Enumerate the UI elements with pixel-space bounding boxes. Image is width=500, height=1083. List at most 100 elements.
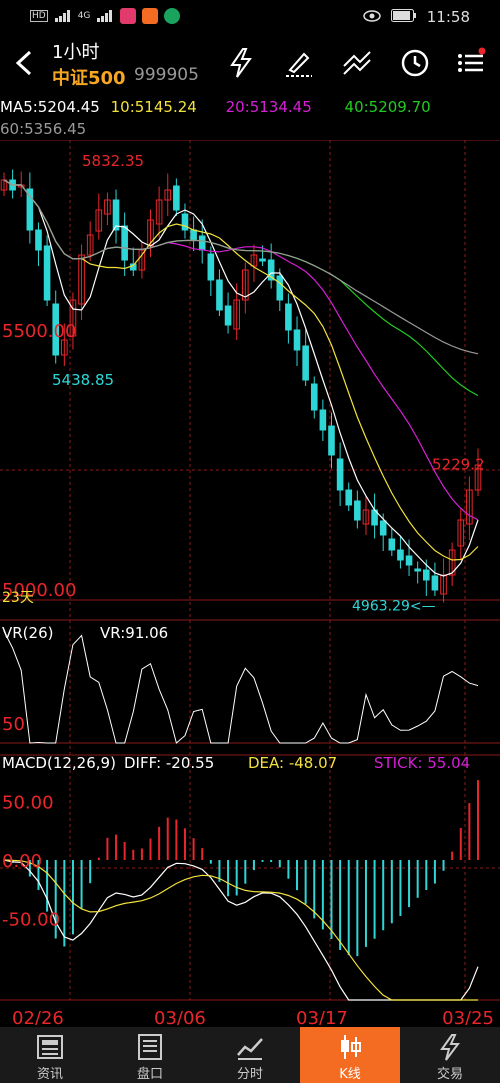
candle-body xyxy=(233,299,240,330)
candle-body xyxy=(250,254,258,267)
vr-panel xyxy=(3,630,479,744)
candle-body xyxy=(52,303,60,356)
battery-icon xyxy=(390,8,417,26)
signal-icon xyxy=(54,10,72,22)
candle-body xyxy=(216,279,223,311)
candle-body xyxy=(422,569,430,581)
candle-body xyxy=(440,574,447,595)
chart-labels: 5500.00 5000.00 5832.35 5438.85 4963.29<— 522… xyxy=(2,152,494,1025)
dea-line xyxy=(3,859,478,1001)
ma10-line xyxy=(3,179,479,561)
candle-body xyxy=(414,568,421,572)
candle-body xyxy=(112,199,120,231)
ma-legend: MA5:5204.45 10:5145.24 20:5134.45 40:520… xyxy=(0,98,431,116)
lightning-icon xyxy=(230,48,252,78)
ma40-label: 40:5209.70 xyxy=(344,98,431,116)
candle-body xyxy=(336,458,344,491)
macd-tick-50: 50.00 xyxy=(2,793,54,814)
candle-body xyxy=(466,489,473,525)
draw-button[interactable] xyxy=(282,46,316,80)
tab-trade[interactable]: 交易 xyxy=(400,1027,500,1083)
candle-body xyxy=(293,329,301,351)
candle-body xyxy=(397,549,404,561)
candle-body xyxy=(362,509,370,525)
bottom-tab-bar: 资讯 盘口 分时 K线 交易 xyxy=(0,1027,500,1083)
candle-body xyxy=(95,209,103,232)
x-label-03-06: 03/06 xyxy=(154,1008,206,1025)
macd-stick-label: STICK: 55.04 xyxy=(374,754,470,772)
period-label[interactable]: 1小时 xyxy=(52,42,100,63)
ma5-label: MA5:5204.45 xyxy=(0,98,100,116)
indicator-button[interactable] xyxy=(340,46,374,80)
tab-orderbook[interactable]: 盘口 xyxy=(100,1027,200,1083)
eye-icon xyxy=(363,8,381,26)
chevron-left-icon xyxy=(15,50,32,76)
price-low-left-label: 5438.85 xyxy=(52,371,114,389)
ma20-line xyxy=(3,179,479,521)
clock-icon xyxy=(401,49,429,77)
candle-body xyxy=(181,213,189,231)
candle-body xyxy=(310,383,318,411)
candle-body xyxy=(242,269,249,301)
macd-title: MACD(12,26,9) xyxy=(2,754,116,772)
pen-icon xyxy=(286,52,312,77)
chart-grid xyxy=(0,140,500,1001)
history-button[interactable] xyxy=(398,46,432,80)
ma10-label: 10:5145.24 xyxy=(110,98,197,116)
vr-value: VR:91.06 xyxy=(100,624,168,642)
candle-body xyxy=(319,409,327,431)
candle-body xyxy=(198,235,206,251)
app-notification-icon xyxy=(120,8,137,24)
trend-lines-icon xyxy=(343,51,371,75)
candle-body xyxy=(78,254,85,305)
candle-body xyxy=(379,520,387,536)
price-low-right-label: 4963.29<— xyxy=(352,599,436,615)
candle-body xyxy=(104,199,111,215)
candle-body xyxy=(35,229,42,251)
candle-body xyxy=(207,253,215,281)
candle-body xyxy=(173,185,180,211)
ma-legend-2: 60:5356.45 xyxy=(0,120,86,138)
net1-label: 4G xyxy=(77,11,91,21)
status-bar: HD 4G 11:58 xyxy=(0,0,500,34)
price-panel xyxy=(0,169,482,603)
candle-body xyxy=(43,245,51,301)
x-label-03-25: 03/25 xyxy=(442,1008,494,1025)
app-notification-icon-3 xyxy=(164,8,181,24)
price-last-label: 5229.2 xyxy=(432,456,485,474)
candle-body xyxy=(354,500,361,521)
candle-body xyxy=(328,425,335,456)
tab-timeshare-label: 分时 xyxy=(236,1067,263,1082)
candle-body xyxy=(164,189,172,201)
ma40-line xyxy=(3,179,479,397)
ma20-label: 20:5134.45 xyxy=(225,98,312,116)
vr-tick-50: 50 xyxy=(2,714,25,735)
menu-button[interactable] xyxy=(454,46,488,80)
app-notification-icon-2 xyxy=(142,8,159,24)
tab-timeshare[interactable]: 分时 xyxy=(200,1027,300,1083)
candle-body xyxy=(405,555,413,566)
vr-title: VR(26) xyxy=(2,624,53,642)
macd-dea-label: DEA: -48.07 xyxy=(248,754,337,772)
tab-news[interactable]: 资讯 xyxy=(0,1027,100,1083)
candle-body xyxy=(155,199,163,225)
vr-line xyxy=(3,630,479,744)
tab-news-label: 资讯 xyxy=(36,1067,63,1082)
candle-body xyxy=(121,225,128,261)
candle-body xyxy=(267,259,275,281)
candle-body xyxy=(259,258,266,262)
candle-body xyxy=(224,305,232,326)
x-label-02-26: 02/26 xyxy=(12,1008,64,1025)
kline-chart[interactable]: 5500.00 5000.00 5832.35 5438.85 4963.29<— 522… xyxy=(0,140,500,1025)
stock-code: 999905 xyxy=(134,65,199,85)
back-button[interactable] xyxy=(10,46,40,80)
orderbook-icon xyxy=(138,1034,162,1060)
tab-kline[interactable]: K线 xyxy=(300,1027,400,1083)
tab-orderbook-label: 盘口 xyxy=(136,1067,163,1082)
candle-body xyxy=(457,519,465,547)
candle-body xyxy=(69,299,77,337)
macd-diff-label: DIFF: -20.55 xyxy=(124,754,214,772)
kline-icon xyxy=(341,1035,361,1059)
flash-button[interactable] xyxy=(224,46,258,80)
